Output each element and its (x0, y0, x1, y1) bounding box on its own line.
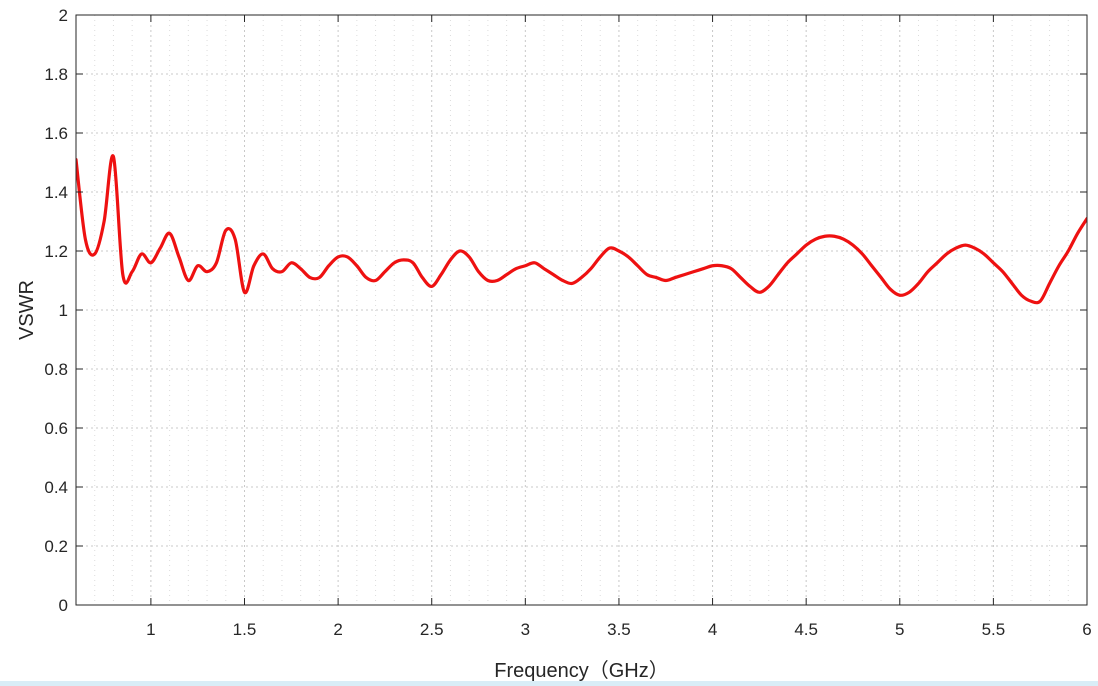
x-tick-label: 4.5 (794, 620, 818, 639)
y-tick-label: 0.2 (44, 537, 68, 556)
y-tick-label: 1 (59, 301, 68, 320)
y-tick-label: 1.2 (44, 242, 68, 261)
x-tick-label: 4 (708, 620, 717, 639)
y-tick-label: 1.8 (44, 65, 68, 84)
x-tick-label: 1.5 (233, 620, 257, 639)
x-tick-label: 2.5 (420, 620, 444, 639)
tick-label-layer: 1 1.5 2 2.5 3 3.5 4 4.5 5 5.5 6 0 0.2 0.4 0.6 0.8 1 1.2 1.… (44, 6, 1091, 639)
tick-layer (76, 14, 1088, 606)
x-tick-label: 2 (333, 620, 342, 639)
y-tick-label: 2 (59, 6, 68, 25)
y-tick-label: 0.8 (44, 360, 68, 379)
y-tick-label: 0 (59, 596, 68, 615)
y-tick-label: 1.6 (44, 124, 68, 143)
bottom-strip (0, 681, 1098, 686)
x-tick-label: 3 (521, 620, 530, 639)
x-tick-label: 5 (895, 620, 904, 639)
series-layer (76, 154, 1087, 305)
y-tick-label: 0.4 (44, 478, 68, 497)
y-axis-title: VSWR (16, 280, 38, 340)
grid-layer (76, 15, 1087, 605)
x-axis-title: Frequency（GHz） (494, 659, 669, 682)
x-tick-label: 6 (1082, 620, 1091, 639)
x-tick-label: 3.5 (607, 620, 631, 639)
vswr-series-line (76, 154, 1087, 305)
y-tick-label: 1.4 (44, 183, 68, 202)
x-tick-label: 5.5 (982, 620, 1006, 639)
x-tick-label: 1 (146, 620, 155, 639)
y-tick-label: 0.6 (44, 419, 68, 438)
